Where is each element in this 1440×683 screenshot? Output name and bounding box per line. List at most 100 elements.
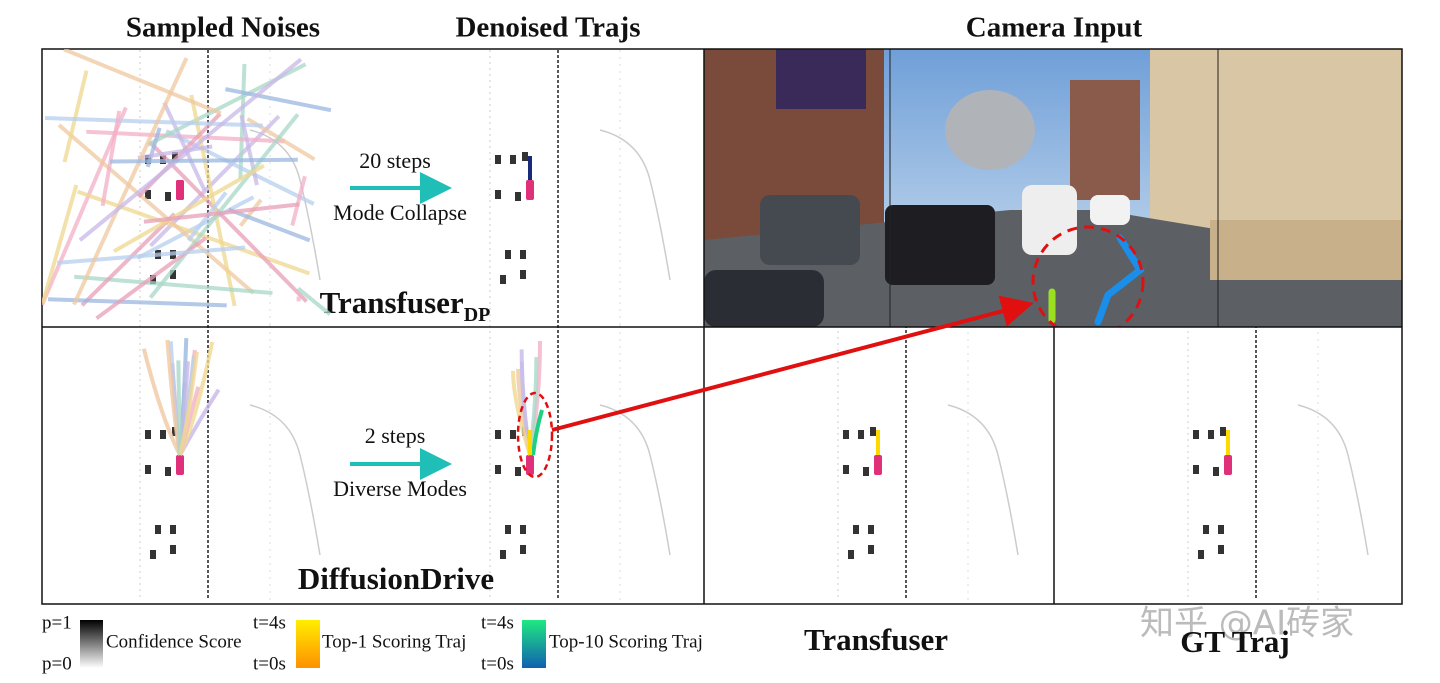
vehicle-box bbox=[170, 545, 176, 554]
vehicle-box bbox=[145, 465, 151, 474]
note-label: Diverse Modes bbox=[333, 476, 467, 501]
panel-label: GT Traj bbox=[1180, 624, 1289, 659]
vehicle-box bbox=[510, 430, 516, 439]
noise-traj bbox=[137, 144, 213, 160]
noise-traj bbox=[57, 245, 246, 265]
ego-car bbox=[176, 180, 184, 200]
link-arrow bbox=[551, 295, 1034, 432]
legend-text: Top-10 Scoring Traj bbox=[549, 631, 703, 652]
vehicle-box bbox=[510, 155, 516, 164]
vehicle-box bbox=[165, 467, 171, 476]
noise-traj bbox=[148, 113, 300, 299]
vehicle-box bbox=[520, 250, 526, 259]
vehicle-box bbox=[165, 192, 171, 201]
top10-traj bbox=[531, 409, 544, 456]
noise-traj bbox=[42, 184, 79, 304]
noise-traj bbox=[178, 351, 199, 456]
vehicle-box bbox=[1198, 550, 1204, 559]
legend-text: t=0s bbox=[253, 653, 286, 674]
wall bbox=[1210, 220, 1402, 280]
bev-map bbox=[139, 325, 321, 600]
vehicle-box bbox=[170, 270, 176, 279]
noise-traj bbox=[72, 57, 189, 306]
noise-traj bbox=[143, 202, 300, 224]
bev-map bbox=[489, 50, 671, 325]
legend-text: p=0 bbox=[42, 653, 72, 674]
vehicle-box bbox=[863, 467, 869, 476]
vehicle-box bbox=[520, 545, 526, 554]
bev-map bbox=[837, 325, 1019, 600]
vehicle-box bbox=[1218, 525, 1224, 534]
road-edge bbox=[1297, 404, 1369, 556]
noise-traj bbox=[162, 101, 207, 192]
steps-label: 20 steps bbox=[359, 148, 431, 173]
legend-text: Top-1 Scoring Traj bbox=[322, 631, 466, 652]
truck bbox=[885, 205, 995, 285]
vehicle-box bbox=[870, 427, 876, 436]
vehicle-box bbox=[505, 250, 511, 259]
noise-traj bbox=[63, 49, 222, 116]
noise-traj bbox=[42, 106, 128, 306]
vehicle-box bbox=[150, 550, 156, 559]
road-edge bbox=[599, 404, 671, 556]
legend-text: Confidence Score bbox=[106, 631, 242, 652]
vehicle-box bbox=[495, 190, 501, 199]
vehicle-box bbox=[1208, 430, 1214, 439]
vehicle-box bbox=[515, 467, 521, 476]
watermark: 知乎 @AI砖家 bbox=[1140, 604, 1354, 644]
method-label: DiffusionDrive bbox=[298, 561, 494, 596]
building bbox=[1070, 80, 1140, 200]
vehicle-box bbox=[1203, 525, 1209, 534]
noise-lines bbox=[141, 338, 221, 456]
car bbox=[1022, 185, 1077, 255]
bev-map bbox=[489, 325, 671, 600]
legend-text: t=4s bbox=[253, 612, 286, 633]
vehicle-box bbox=[495, 465, 501, 474]
vehicle-box bbox=[520, 270, 526, 279]
method-label: TransfuserDP bbox=[320, 285, 491, 325]
noise-traj bbox=[100, 110, 122, 207]
vehicle-box bbox=[1193, 465, 1199, 474]
road-edge bbox=[599, 129, 671, 281]
noise-lines bbox=[42, 49, 332, 320]
note-label: Mode Collapse bbox=[333, 200, 467, 225]
noise-traj bbox=[141, 348, 182, 456]
legend-text: p=1 bbox=[42, 612, 72, 633]
vehicle-box bbox=[868, 545, 874, 554]
noise-traj bbox=[224, 87, 332, 113]
ego-car bbox=[526, 455, 534, 475]
building bbox=[1150, 49, 1402, 249]
panel-label: Transfuser bbox=[804, 622, 948, 657]
car bbox=[760, 195, 860, 265]
sculpture bbox=[945, 90, 1035, 170]
road-edge bbox=[947, 404, 1019, 556]
car bbox=[704, 270, 824, 327]
noise-traj bbox=[44, 116, 263, 128]
mode-traj bbox=[511, 370, 532, 456]
ego-car bbox=[874, 455, 882, 475]
vehicle-box bbox=[848, 550, 854, 559]
vehicle-box bbox=[843, 430, 849, 439]
noise-traj bbox=[290, 175, 307, 227]
denoised-trajs bbox=[511, 341, 554, 479]
vehicle-box bbox=[505, 525, 511, 534]
vehicle-box bbox=[1213, 467, 1219, 476]
ego-car bbox=[526, 180, 534, 200]
vehicle-box bbox=[522, 152, 528, 161]
noise-traj bbox=[227, 207, 311, 243]
vehicle-box bbox=[155, 525, 161, 534]
noise-traj bbox=[238, 198, 263, 228]
noise-traj bbox=[189, 94, 237, 307]
noise-traj bbox=[57, 123, 255, 295]
vehicle-box bbox=[150, 275, 156, 284]
legend-swatch bbox=[522, 620, 546, 668]
legend-swatch bbox=[80, 620, 103, 668]
vehicle-box bbox=[868, 525, 874, 534]
vehicle-box bbox=[520, 525, 526, 534]
billboard bbox=[776, 49, 866, 109]
vehicle-box bbox=[495, 155, 501, 164]
noise-traj bbox=[176, 360, 182, 456]
vehicle-box bbox=[843, 465, 849, 474]
